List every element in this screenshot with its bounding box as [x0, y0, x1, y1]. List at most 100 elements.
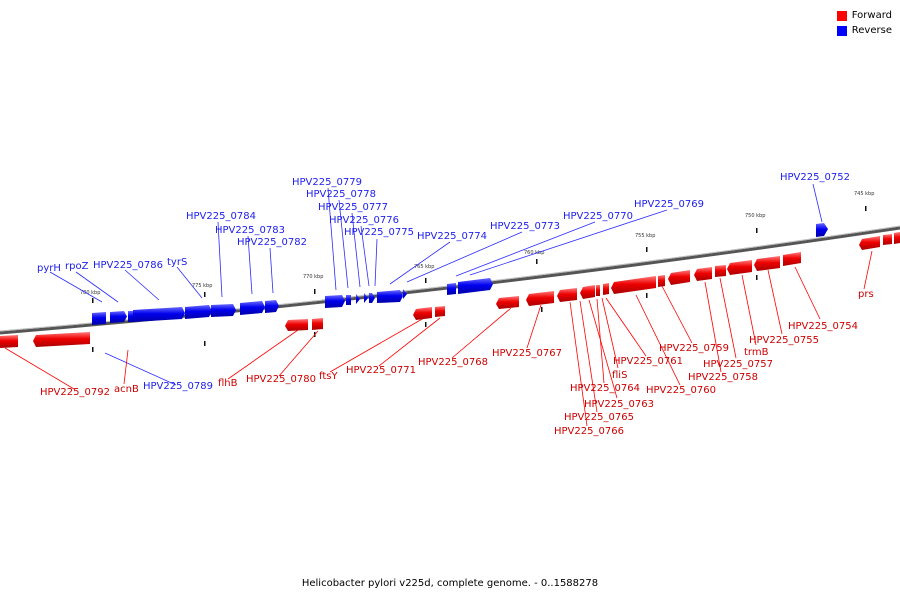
gene-HPV225_0775: [377, 290, 403, 303]
scale-tick: [92, 298, 94, 303]
legend-forward-label: Forward: [851, 10, 892, 21]
label-HPV225_0767: HPV225_0767: [492, 348, 562, 359]
scale-label: 765 kbp: [414, 264, 434, 270]
gene-HPV225_0777: [356, 294, 360, 304]
reverse-leaders: [49, 183, 823, 386]
gene-HPV225_0760: [658, 275, 665, 287]
label-HPV225_0776: HPV225_0776: [329, 215, 399, 226]
label-HPV225_0786: HPV225_0786: [93, 260, 163, 271]
label-HPV225_0771: HPV225_0771: [346, 365, 416, 376]
label-HPV225_0761: HPV225_0761: [613, 356, 683, 367]
label-HPV225_0765: HPV225_0765: [564, 412, 634, 423]
label-HPV225_0773: HPV225_0773: [490, 221, 560, 232]
gene-HPV225_0783: [240, 301, 265, 315]
label-HPV225_0782: HPV225_0782: [237, 237, 307, 248]
legend-forward: Forward: [836, 8, 892, 23]
gene-HPV225_0766: [557, 288, 577, 302]
label-HPV225_0754: HPV225_0754: [788, 321, 858, 332]
gene-HPV225_0765: [580, 285, 595, 299]
scale-label: 750 kbp: [745, 213, 765, 219]
scale-tick: [865, 206, 867, 211]
scale-tick: [646, 247, 648, 252]
label-flhB: flhB: [218, 378, 238, 389]
legend-reverse-label: Reverse: [851, 25, 892, 36]
gene-HPV225_0774: [403, 289, 407, 299]
label-HPV225_0755: HPV225_0755: [749, 335, 819, 346]
label-HPV225_0759: HPV225_0759: [659, 343, 729, 354]
gene-HPV225_0770: [458, 278, 493, 294]
gene-HPV225_0784: [211, 304, 236, 317]
label-HPV225_0774: HPV225_0774: [417, 231, 487, 242]
gene-pyrH: [92, 312, 106, 325]
label-HPV225_0789: HPV225_0789: [143, 381, 213, 392]
gene-HPV225_0776: [364, 293, 368, 303]
label-HPV225_0769: HPV225_0769: [634, 199, 704, 210]
gene-HPV225_0768: [496, 296, 519, 309]
gene-ftsY: [413, 307, 432, 320]
label-tyrS: tyrS: [167, 257, 187, 268]
label-HPV225_0780: HPV225_0780: [246, 374, 316, 385]
gene-prs-c: [894, 232, 900, 244]
gene-HPV225_0775a: [369, 293, 375, 303]
gene-HPV225_0786: [128, 311, 134, 322]
gene-HPV225_0779: [325, 295, 345, 308]
gene-HPV225_0754: [783, 252, 801, 266]
scale-label: 775 kbp: [192, 283, 212, 289]
scale-tick: [756, 228, 758, 233]
gene-HPV225_0771: [435, 306, 445, 317]
gene-HPV225_0786b: [133, 307, 185, 322]
reverse-swatch: [836, 25, 847, 36]
label-HPV225_0775: HPV225_0775: [344, 227, 414, 238]
scale-tick: [204, 292, 206, 297]
label-HPV225_0760: HPV225_0760: [646, 385, 716, 396]
forward-leaders: [4, 250, 873, 427]
label-HPV225_0768: HPV225_0768: [418, 357, 488, 368]
label-fliS: fliS: [612, 370, 627, 381]
genome-caption: Helicobacter pylori v225d, complete geno…: [301, 578, 599, 589]
gene-tyrS: [185, 305, 212, 319]
label-HPV225_0770: HPV225_0770: [563, 211, 633, 222]
gene-HPV225_0755: [754, 256, 780, 271]
gene-HPV225_0767: [526, 291, 554, 306]
gene-prs: [859, 236, 880, 250]
scale-tick: [536, 259, 538, 264]
gene-HPV225_0757: [715, 265, 726, 277]
gene-trmB: [727, 260, 752, 275]
label-HPV225_0777: HPV225_0777: [318, 202, 388, 213]
label-HPV225_0752: HPV225_0752: [780, 172, 850, 183]
label-HPV225_0758: HPV225_0758: [688, 372, 758, 383]
gene-HPV225_0761: [611, 276, 656, 294]
gene-HPV225_0764: [596, 285, 600, 296]
reverse-genes: [92, 223, 828, 325]
gene-HPV225_0759: [668, 270, 690, 285]
label-acnB: acnB: [114, 384, 139, 395]
gene-HPV225_0780: [312, 318, 323, 330]
label-trmB: trmB: [744, 347, 769, 358]
legend-reverse: Reverse: [836, 23, 892, 38]
label-HPV225_0779: HPV225_0779: [292, 177, 362, 188]
label-HPV225_0763: HPV225_0763: [584, 399, 654, 410]
gene-rpoZ: [110, 311, 127, 323]
gene-fliS: [603, 283, 609, 295]
label-HPV225_0784: HPV225_0784: [186, 211, 256, 222]
label-ftsY: ftsY: [319, 371, 338, 382]
scale-label: 770 kbp: [303, 274, 323, 280]
scale-label: 755 kbp: [635, 233, 655, 239]
gene-flhB: [285, 319, 308, 331]
scale-label: 780 kbp: [80, 290, 100, 296]
label-HPV225_0792: HPV225_0792: [40, 387, 110, 398]
gene-HPV225_0792: [33, 332, 90, 347]
label-HPV225_0783: HPV225_0783: [215, 225, 285, 236]
gene-HPV225_0792a: [0, 335, 18, 348]
forward-genes: [0, 232, 900, 348]
label-rpoZ: rpoZ: [65, 261, 89, 272]
gene-HPV225_0778: [346, 295, 351, 305]
scale-ticks: 780 kbp 775 kbp 770 kbp 765 kbp 760 kbp …: [80, 191, 874, 303]
gene-HPV225_0758: [694, 267, 712, 281]
scale-tick: [425, 278, 427, 283]
gene-prs-b: [883, 234, 892, 245]
legend: Forward Reverse: [836, 8, 892, 38]
label-HPV225_0757: HPV225_0757: [703, 359, 773, 370]
scale-label: 760 kbp: [524, 250, 544, 256]
